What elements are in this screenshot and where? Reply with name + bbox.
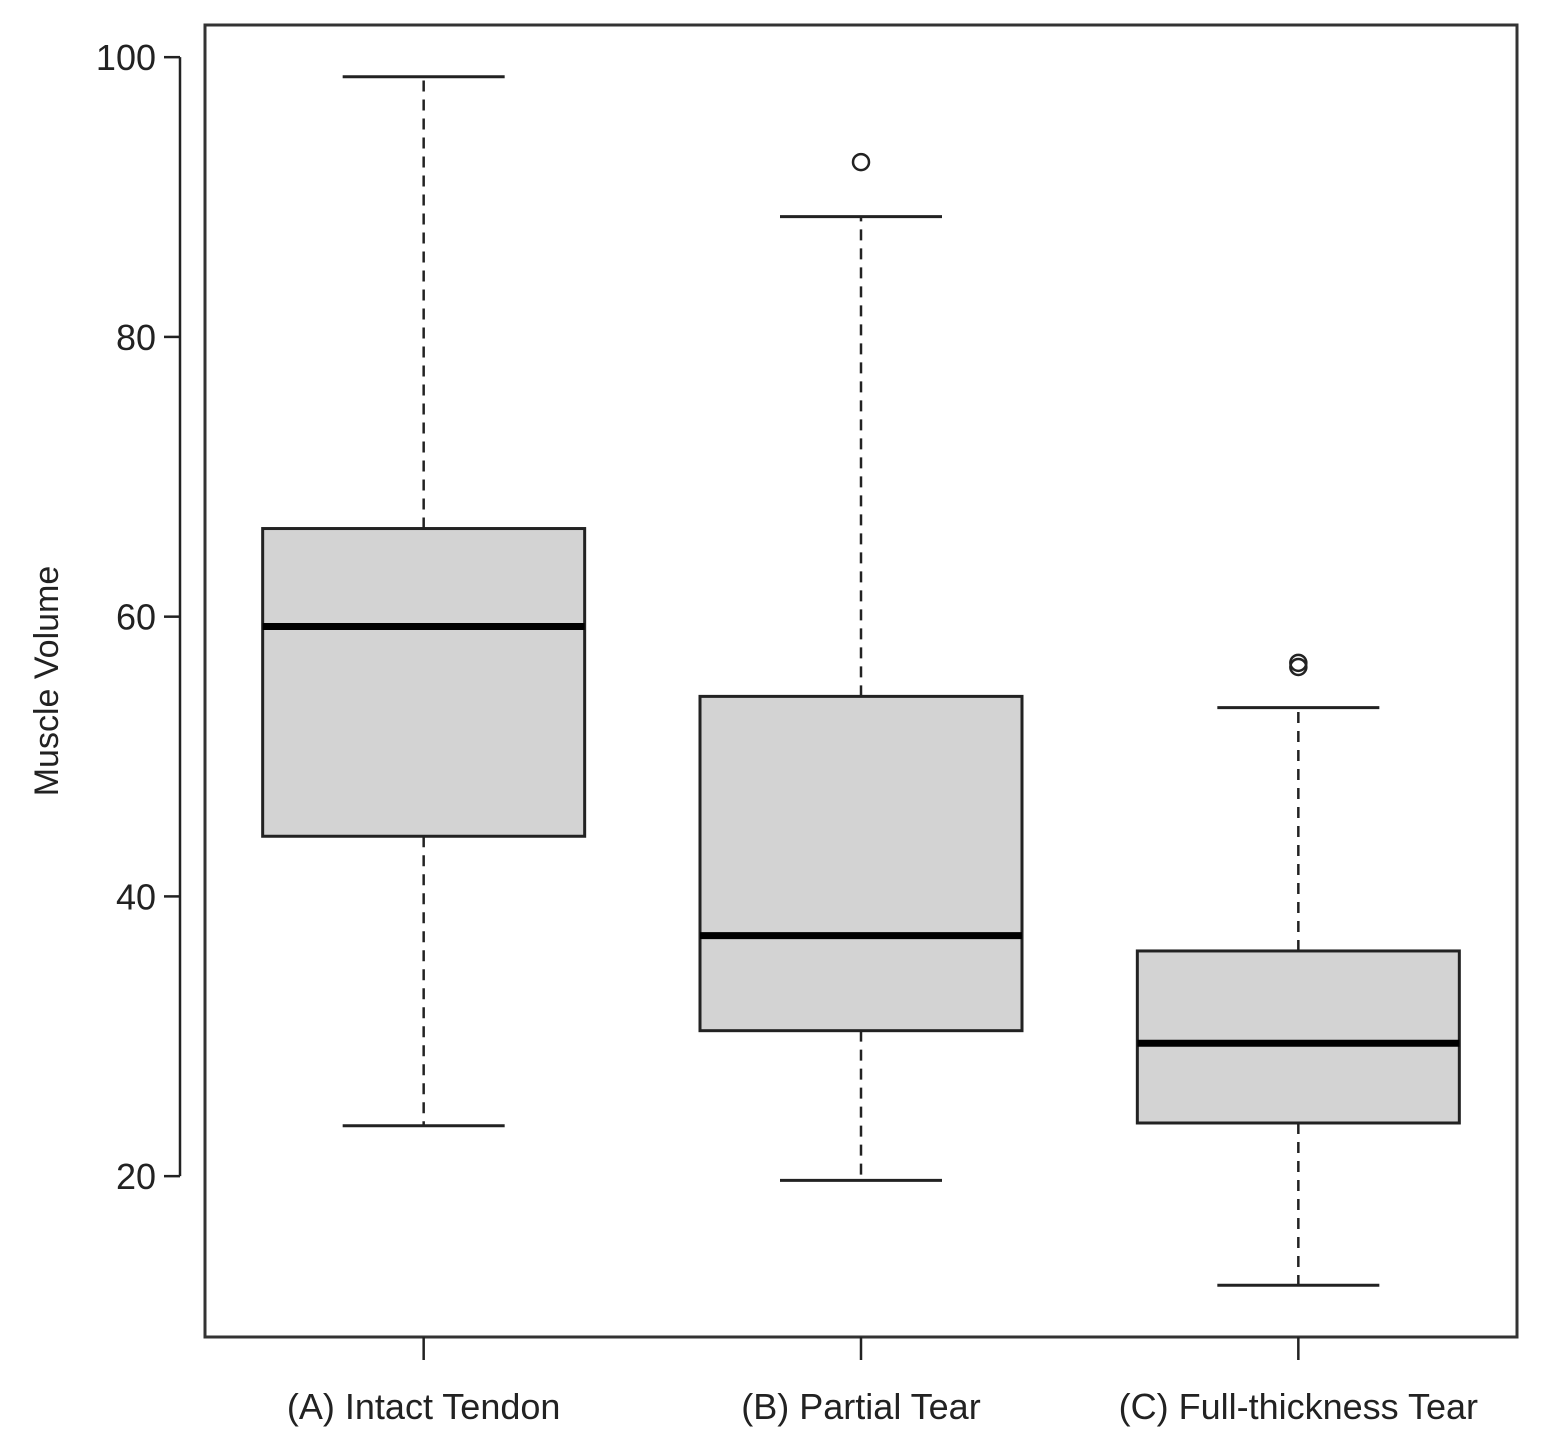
iqr-box	[698, 694, 1024, 1033]
y-tick-label: 40	[116, 876, 156, 917]
x-tick-label: (B) Partial Tear	[741, 1386, 980, 1427]
iqr-box	[1135, 949, 1461, 1125]
y-axis-title: Muscle Volume	[28, 566, 66, 797]
outlier-point	[851, 152, 871, 172]
x-tick-label: (A) Intact Tendon	[287, 1386, 561, 1427]
y-tick-label: 100	[96, 37, 156, 78]
x-axis: (A) Intact Tendon (B) Partial Tear (C) Ful…	[287, 1337, 1478, 1427]
x-tick-label: (C) Full-thickness Tear	[1119, 1386, 1478, 1427]
iqr-box	[261, 527, 587, 838]
box-series	[261, 75, 1461, 1287]
y-axis: 20 40 60 80 100	[96, 37, 182, 1197]
y-tick-label: 80	[116, 317, 156, 358]
outlier-point	[1289, 653, 1308, 673]
y-tick-label: 20	[116, 1156, 156, 1197]
y-tick-label: 60	[116, 597, 156, 638]
